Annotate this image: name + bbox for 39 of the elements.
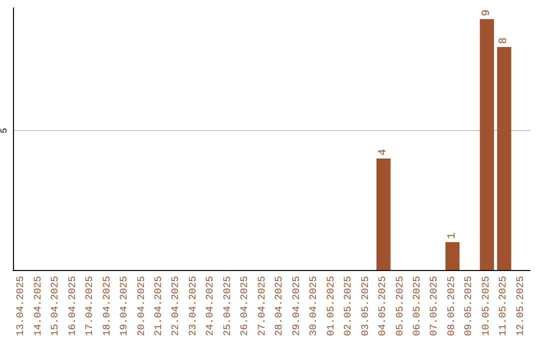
x-tick-label: 24.04.2025 xyxy=(206,276,217,336)
x-tick-label: 04.05.2025 xyxy=(378,276,390,336)
x-tick-label: 19.04.2025 xyxy=(120,276,131,336)
x-tick-label: 05.05.2025 xyxy=(395,276,406,336)
x-tick-label: 29.04.2025 xyxy=(292,276,303,336)
x-tick-label: 16.04.2025 xyxy=(68,276,79,336)
x-tick-label: 08.05.2025 xyxy=(446,276,458,336)
x-tick-label: 01.05.2025 xyxy=(326,276,338,336)
x-tick-label: 22.04.2025 xyxy=(171,276,182,336)
x-tick-label: 15.04.2025 xyxy=(50,276,62,336)
x-tick-label: 20.04.2025 xyxy=(136,276,148,336)
x-tick-label: 25.04.2025 xyxy=(222,276,234,336)
x-tick-label: 23.04.2025 xyxy=(188,276,200,336)
x-tick-label: 06.05.2025 xyxy=(412,276,424,336)
bar xyxy=(376,158,391,270)
x-tick-label: 11.05.2025 xyxy=(498,276,510,336)
x-tick-label: 18.04.2025 xyxy=(102,276,114,336)
x-tick-label: 26.04.2025 xyxy=(240,276,252,336)
x-tick-label: 17.04.2025 xyxy=(85,276,96,336)
x-tick-label: 28.04.2025 xyxy=(274,276,286,336)
x-tick-label: 12.05.2025 xyxy=(516,276,527,336)
data-label: 9 xyxy=(480,10,493,16)
x-tick-label: 07.05.2025 xyxy=(430,276,441,336)
x-tick-label: 10.05.2025 xyxy=(481,276,492,336)
data-label: 4 xyxy=(378,148,390,156)
x-tick-label: 02.05.2025 xyxy=(344,276,355,336)
x-tick-label: 27.04.2025 xyxy=(257,276,268,336)
bar xyxy=(480,19,494,270)
y-tick-label: 5 xyxy=(0,128,10,134)
bar xyxy=(497,47,512,270)
x-tick-label: 30.04.2025 xyxy=(309,276,320,336)
x-tick-label: 21.04.2025 xyxy=(154,276,165,336)
x-tick-label: 14.04.2025 xyxy=(33,276,44,336)
bar xyxy=(445,242,460,270)
x-tick-label: 09.05.2025 xyxy=(464,276,476,336)
data-label: 8 xyxy=(498,37,510,44)
data-label: 1 xyxy=(446,232,458,240)
x-tick-label: 03.05.2025 xyxy=(360,276,372,336)
x-tick-label: 13.04.2025 xyxy=(16,276,28,336)
